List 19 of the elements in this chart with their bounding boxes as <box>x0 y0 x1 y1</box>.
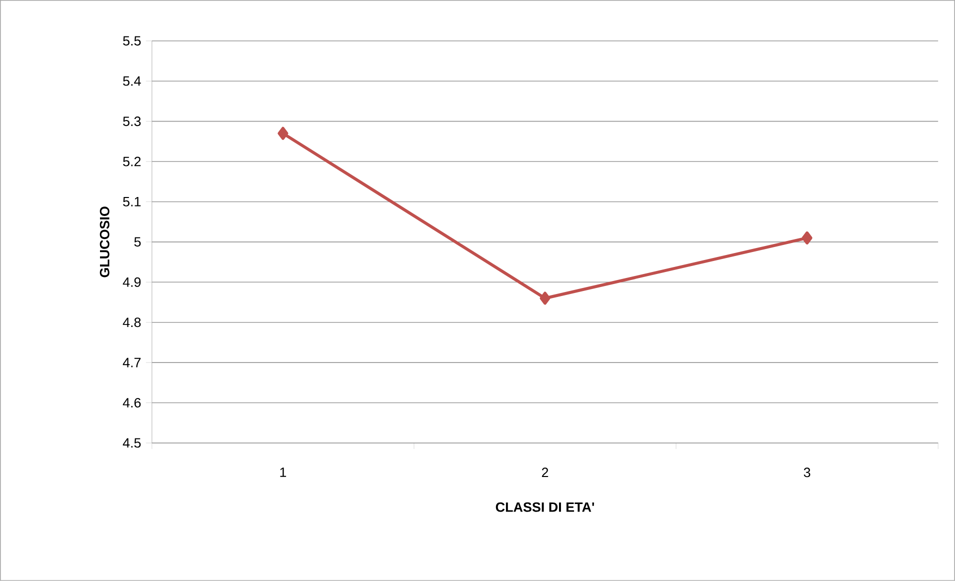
point <box>802 231 812 244</box>
y-tick-label: 5 <box>134 237 141 247</box>
y-tick-label: 5.2 <box>123 156 141 166</box>
x-tick-label: 1 <box>280 468 286 477</box>
x-tick-label: 2 <box>542 468 548 478</box>
y-tick-label: 4.6 <box>122 398 141 408</box>
y-tick-label: 4.7 <box>122 358 141 368</box>
y-tick-label: 5.4 <box>123 76 141 86</box>
y-tick-label: 4.5 <box>122 438 141 448</box>
y-tick-label: 4.9 <box>122 277 141 287</box>
x-tick-label: 3 <box>804 468 810 478</box>
y-tick-label: 5.3 <box>123 116 141 126</box>
x-axis-title: CLASSI DI ETA' <box>496 502 594 512</box>
y-tick-label: 5.5 <box>123 36 141 46</box>
y-tick-label: 4.8 <box>122 318 141 328</box>
point <box>540 292 550 305</box>
point <box>278 126 288 140</box>
y-tick-label: 5.1 <box>123 197 141 206</box>
y-axis-title: GLUCOSIO <box>100 206 110 278</box>
